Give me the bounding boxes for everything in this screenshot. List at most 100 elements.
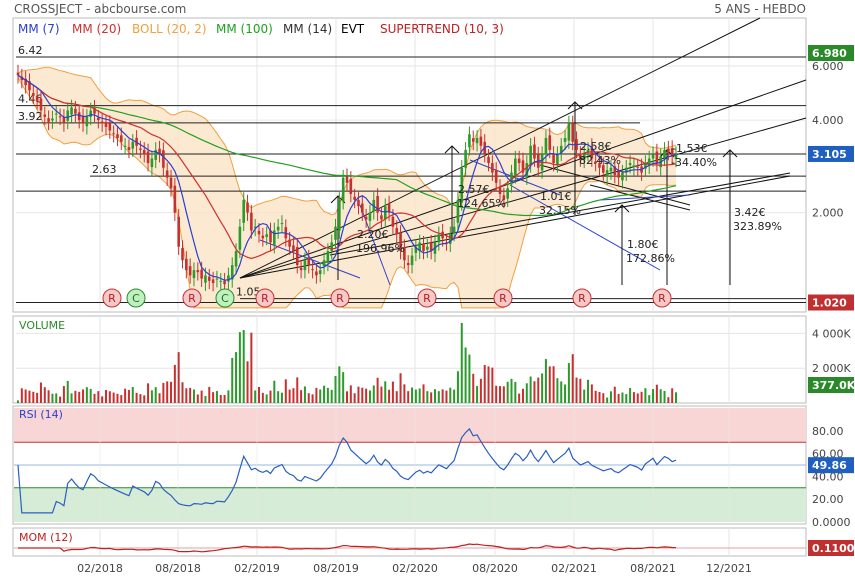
volume-bar — [273, 380, 276, 403]
volume-bar — [403, 384, 406, 403]
candle-body — [158, 148, 161, 155]
annotation-price: -1.53€ — [672, 142, 707, 155]
volume-bar — [292, 388, 295, 403]
rsi-tick-label: 0.0000 — [812, 516, 851, 529]
signal-c — [126, 288, 146, 308]
volume-bar — [636, 393, 639, 403]
candle-body — [445, 242, 448, 244]
volume-bars — [17, 322, 677, 403]
signal-r — [493, 288, 513, 308]
volume-bar — [602, 393, 605, 403]
volume-bar — [357, 386, 360, 403]
volume-bar — [411, 387, 414, 403]
volume-bar — [147, 383, 150, 403]
candle-body — [594, 161, 597, 164]
volume-bar — [303, 386, 306, 403]
candle-body — [200, 269, 203, 279]
candle-body — [204, 275, 207, 283]
volume-bar — [47, 390, 50, 403]
signal-r — [572, 288, 592, 308]
volume-title: VOLUME — [19, 319, 65, 332]
volume-bar — [671, 388, 674, 403]
candle-body — [250, 212, 253, 231]
candle-body — [177, 216, 180, 247]
x-tick-label: 08/2021 — [630, 562, 676, 575]
candle-body — [670, 148, 674, 157]
candle-body — [345, 176, 349, 183]
rsi-last-badge: 49.86 — [812, 459, 847, 472]
volume-bar — [621, 392, 624, 403]
moving-average-line — [17, 74, 677, 217]
candle-body — [617, 171, 620, 178]
candle-body — [529, 145, 532, 165]
signal-r — [417, 288, 437, 308]
candle-body — [479, 136, 483, 146]
candle-body — [303, 260, 307, 271]
volume-bar — [495, 385, 498, 403]
signal-r — [330, 288, 350, 308]
candle-body — [475, 137, 479, 144]
candle-body — [16, 72, 20, 76]
volume-bar — [487, 366, 490, 403]
volume-bar — [529, 376, 532, 403]
chart-header-left: CROSSJECT - abcbourse.com — [14, 2, 186, 16]
candle-body — [127, 147, 131, 150]
volume-bar — [261, 392, 264, 403]
measure-arrow-head — [614, 204, 630, 213]
candle-body — [441, 231, 444, 239]
candle-body — [273, 230, 276, 246]
rsi-overbought-zone — [14, 408, 806, 443]
rsi-tick-label: 20.00 — [812, 493, 844, 506]
level-label: 4.46 — [18, 93, 43, 106]
candles — [16, 64, 678, 293]
volume-bar — [284, 379, 287, 403]
volume-bar — [579, 378, 582, 403]
candle-body — [185, 258, 188, 271]
volume-bar — [560, 381, 563, 403]
annotation-price: 1.80€ — [627, 238, 659, 251]
volume-bar — [388, 389, 391, 403]
candle-body — [647, 158, 651, 166]
volume-bar — [28, 390, 31, 403]
volume-bar — [430, 392, 433, 403]
volume-bar — [414, 389, 417, 403]
volume-bar — [552, 366, 555, 403]
volume-bar — [521, 388, 524, 403]
volume-bar — [361, 387, 364, 403]
volume-bar — [587, 379, 590, 403]
volume-bar — [24, 389, 27, 403]
volume-bar — [70, 393, 73, 403]
candle-body — [674, 154, 678, 160]
annotation-price: 3.42€ — [734, 206, 766, 219]
volume-bar — [648, 395, 651, 403]
candle-body — [97, 117, 100, 121]
candle-body — [299, 267, 303, 271]
candle-body — [613, 166, 617, 176]
candle-body — [418, 242, 421, 251]
price-annotations: 2.20€196.96% 2.57€124.65% 2.58€82.43% 1.01€… — [356, 140, 782, 265]
volume-bar — [667, 397, 670, 403]
volume-bar — [675, 392, 677, 403]
volume-bar — [319, 389, 322, 403]
candle-body — [514, 158, 517, 176]
volume-bar — [479, 378, 482, 403]
volume-bar — [590, 384, 593, 403]
level-label: 2.63 — [92, 163, 117, 176]
volume-bar — [158, 393, 161, 403]
price-tick-label: 2.000 — [812, 207, 844, 220]
volume-bar — [265, 394, 268, 403]
last-price-badge-bg — [808, 145, 854, 162]
candle-body — [364, 216, 368, 220]
volume-bar — [437, 391, 440, 403]
signal-c — [215, 288, 235, 308]
candle-body — [47, 118, 50, 122]
volume-bar — [499, 386, 502, 403]
mom-curve — [18, 543, 677, 553]
candle-body — [326, 251, 330, 263]
candle-body — [338, 199, 341, 231]
signal-label: R — [423, 292, 431, 305]
candle-body — [261, 235, 265, 239]
volume-bar — [170, 381, 173, 403]
volume-bar — [613, 386, 616, 403]
candle-body — [89, 110, 92, 117]
